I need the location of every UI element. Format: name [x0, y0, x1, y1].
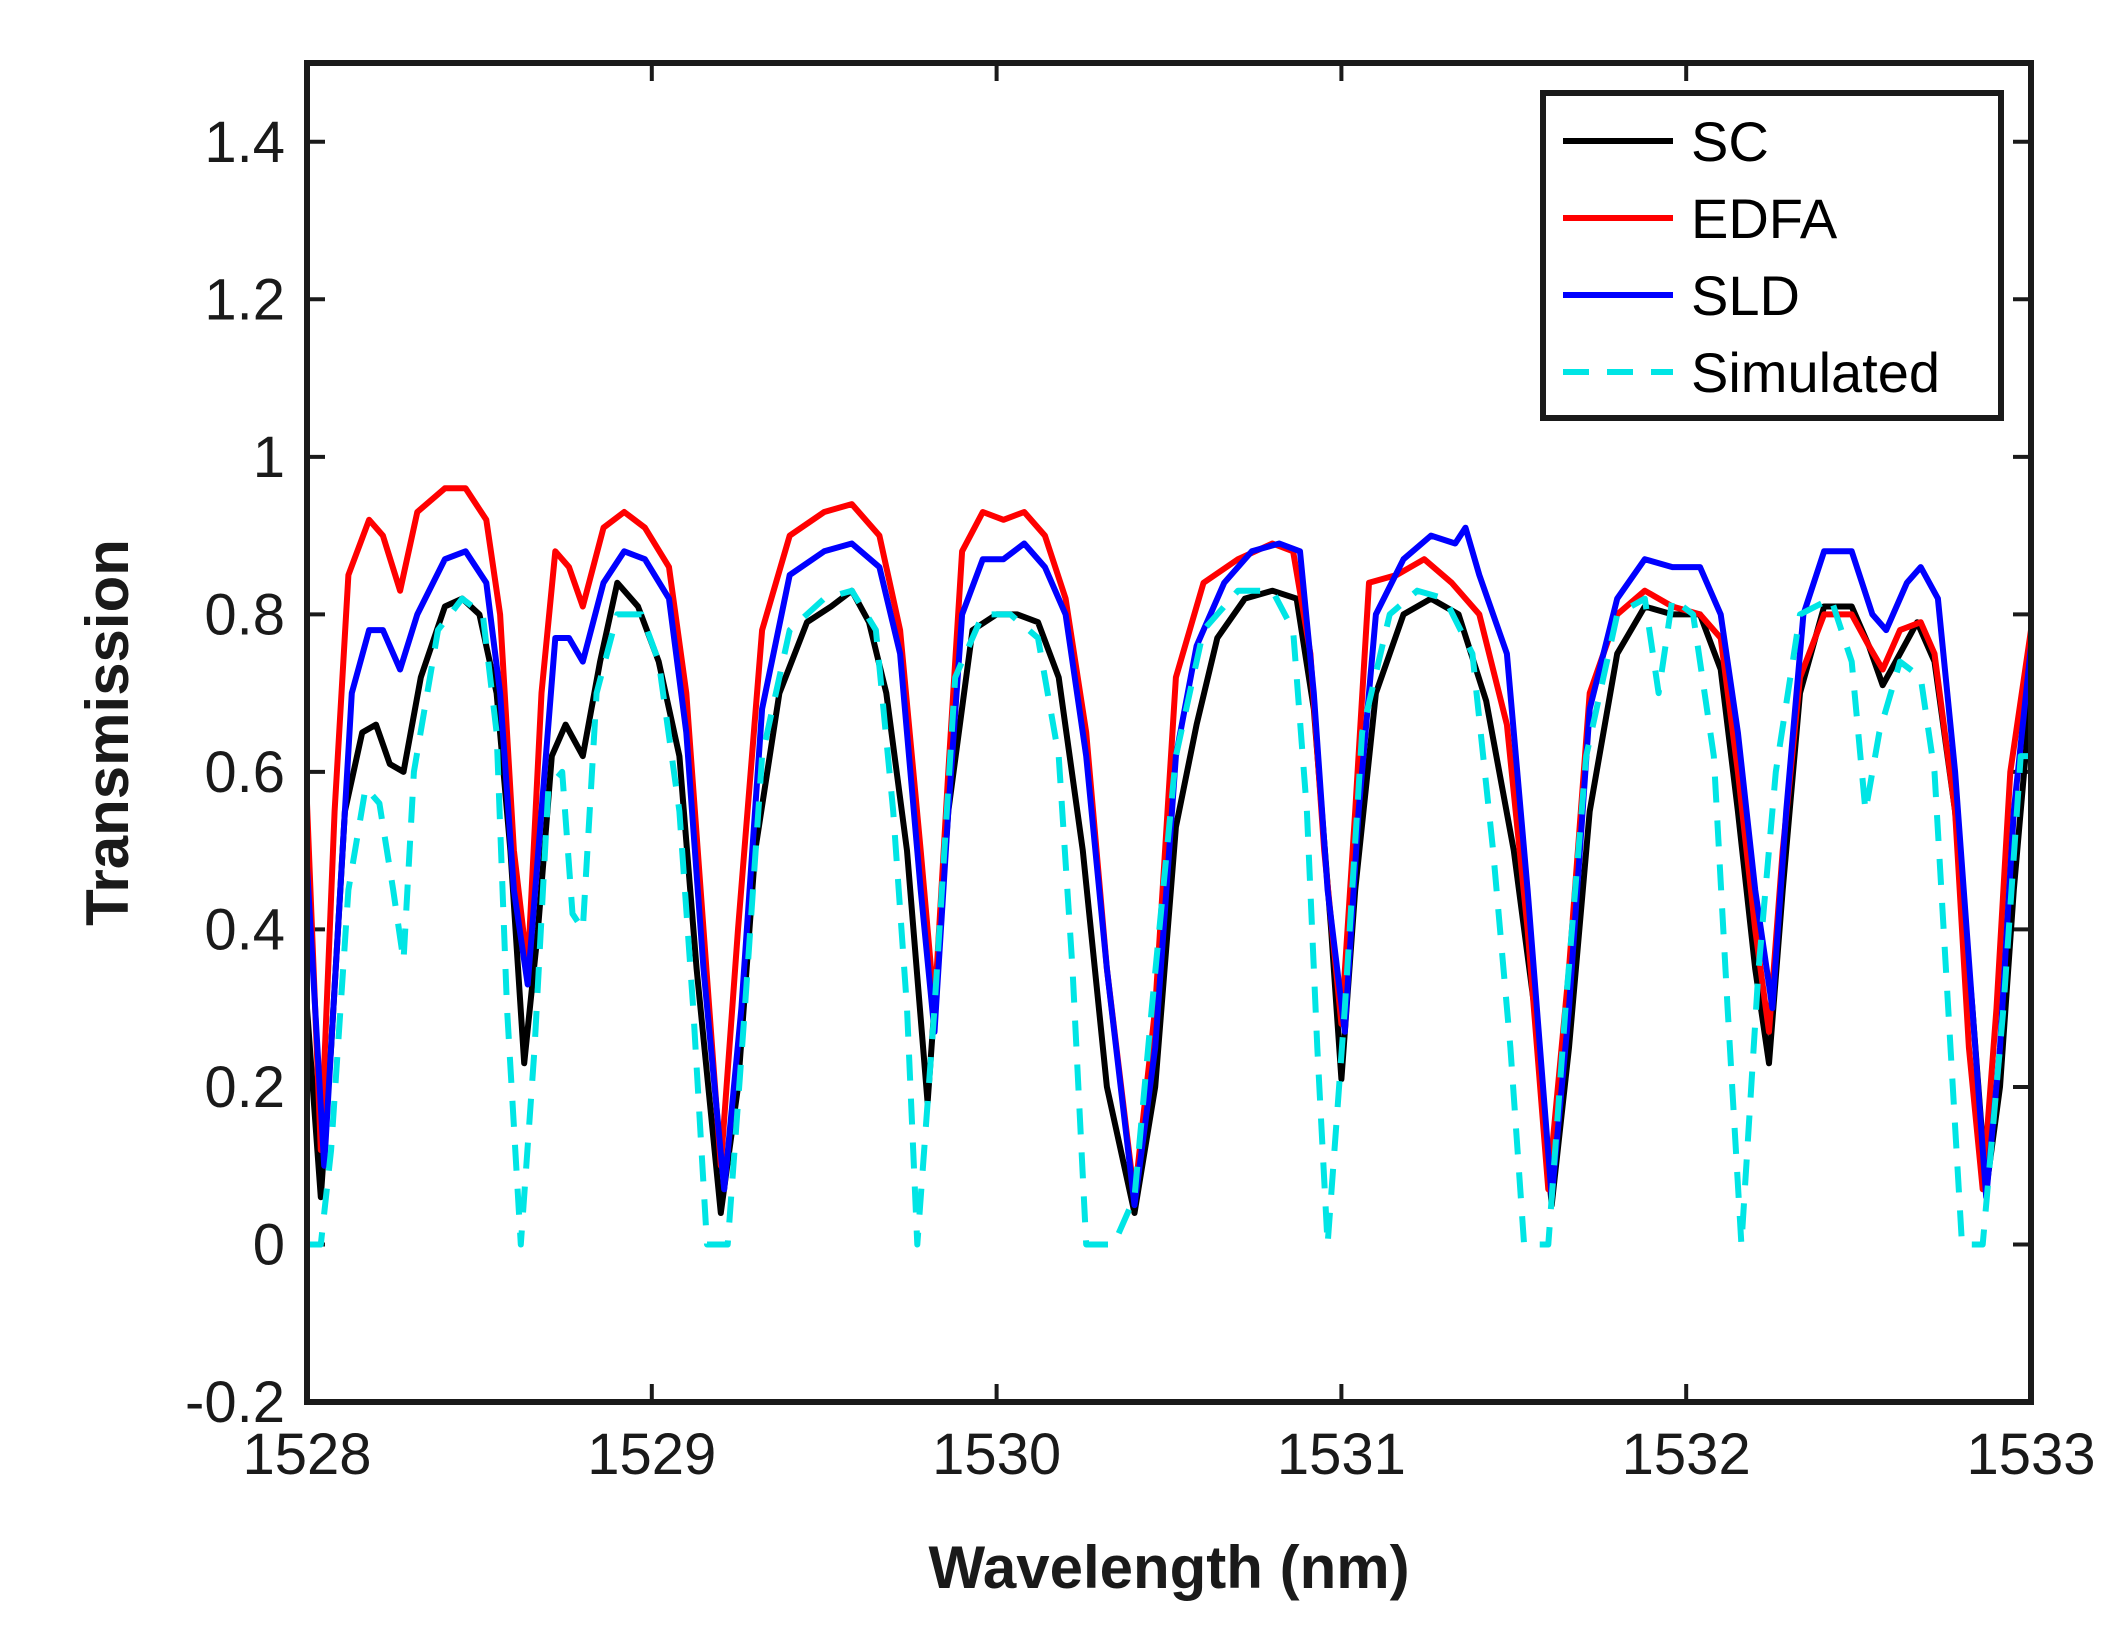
y-tick-label: 0.8 [204, 582, 285, 647]
y-tick-label: -0.2 [185, 1370, 285, 1435]
legend-label: SC [1691, 110, 1769, 173]
y-tick-label: 1 [253, 425, 285, 490]
legend-label: EDFA [1691, 187, 1838, 250]
plot-area [307, 485, 2031, 1248]
series-line-sld [307, 524, 2031, 1209]
tick-labels: 1528 1529 1530 1531 1532 1533 -0.2 0 0.2 0.4 0.6 0.… [185, 110, 2095, 1487]
series-line-simulated [307, 587, 2031, 1248]
x-tick-label: 1530 [932, 1422, 1061, 1487]
axes-frame [304, 60, 2034, 1405]
y-tick-label: 1.2 [204, 267, 285, 332]
y-tick-label: 1.4 [204, 110, 285, 175]
x-tick-label: 1531 [1277, 1422, 1406, 1487]
legend-label: Simulated [1691, 341, 1940, 404]
y-tick-label: 0.6 [204, 740, 285, 805]
x-tick-label: 1528 [242, 1422, 371, 1487]
y-tick-label: 0 [253, 1212, 285, 1277]
x-tick-label: 1529 [587, 1422, 716, 1487]
x-axis-title: Wavelength (nm) [928, 1534, 1409, 1601]
legend-box [1540, 90, 2004, 421]
y-axis-title: Transmission [74, 539, 141, 926]
legend: SC EDFA SLD Simulated [1540, 90, 2004, 421]
series-layer [307, 485, 2031, 1248]
x-tick-label: 1533 [1966, 1422, 2095, 1487]
y-tick-label: 0.2 [204, 1055, 285, 1120]
legend-label: SLD [1691, 264, 1800, 327]
y-tick-label: 0.4 [204, 897, 285, 962]
x-tick-label: 1532 [1622, 1422, 1751, 1487]
